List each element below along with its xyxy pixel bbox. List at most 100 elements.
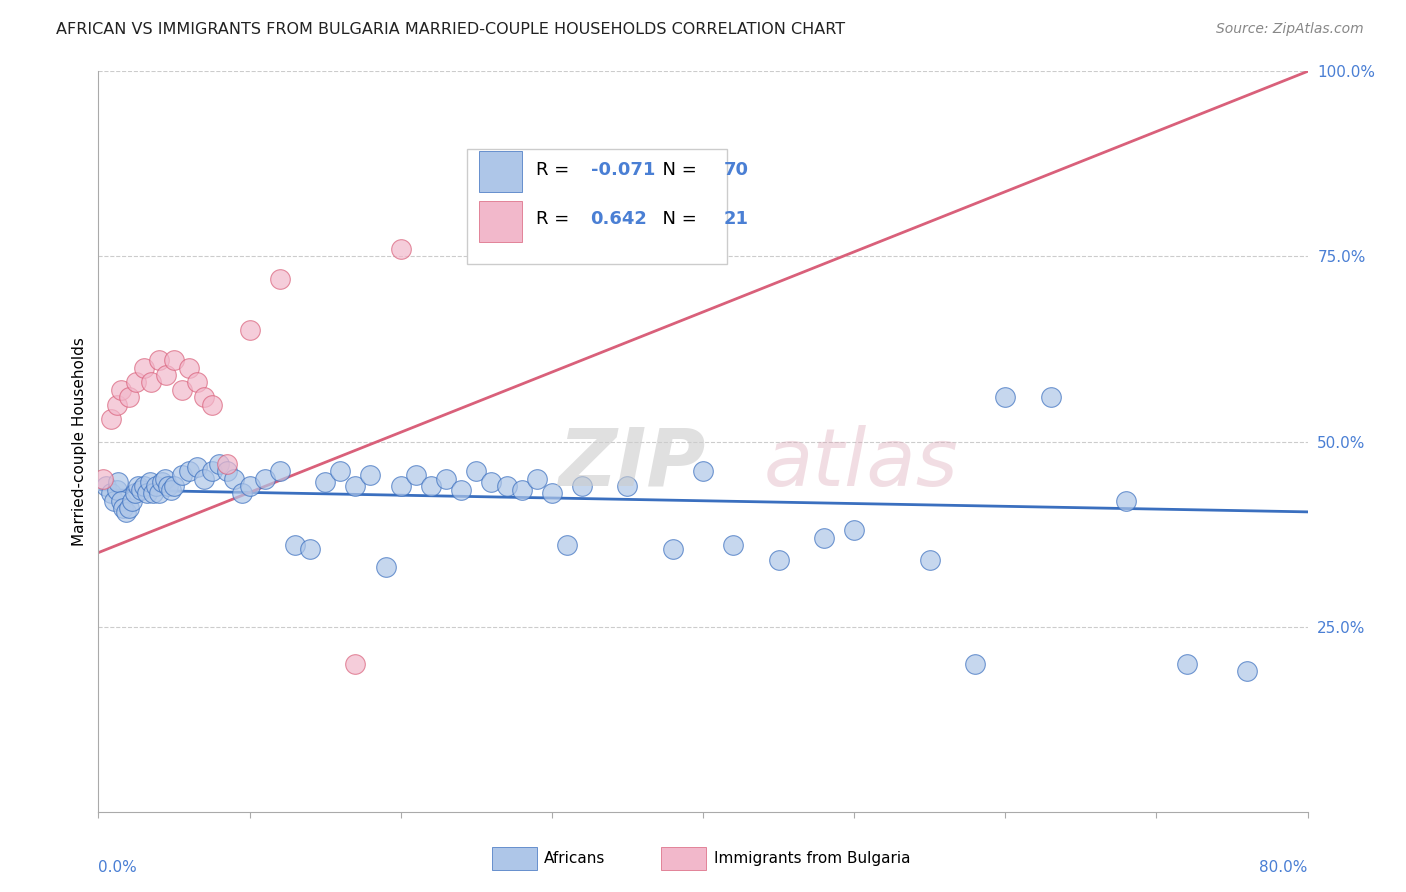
Point [1175, 657, 1198, 671]
Text: 21: 21 [724, 211, 748, 228]
FancyBboxPatch shape [479, 152, 522, 192]
Point [201, 464, 224, 478]
Point [118, 390, 141, 404]
Point [145, 479, 167, 493]
Text: 70: 70 [724, 161, 748, 178]
Point [299, 541, 322, 556]
Point [208, 457, 231, 471]
Point [107, 475, 129, 490]
Point [405, 467, 427, 482]
Point [141, 376, 163, 390]
Point [201, 398, 224, 412]
Point [110, 493, 132, 508]
Point [142, 486, 165, 500]
Text: R =: R = [536, 161, 575, 178]
Point [389, 242, 412, 256]
Point [768, 553, 790, 567]
Point [420, 479, 443, 493]
Point [103, 493, 125, 508]
Point [231, 486, 253, 500]
Point [253, 472, 276, 486]
Point [110, 383, 132, 397]
Point [215, 457, 238, 471]
Point [193, 472, 215, 486]
Text: 0.0%: 0.0% [98, 860, 138, 875]
Point [186, 460, 208, 475]
Point [118, 501, 141, 516]
Point [965, 657, 987, 671]
Point [239, 324, 262, 338]
Point [813, 531, 835, 545]
Point [186, 376, 208, 390]
Text: Source: ZipAtlas.com: Source: ZipAtlas.com [1216, 22, 1364, 37]
Point [105, 483, 128, 497]
Point [160, 483, 183, 497]
Point [1236, 664, 1258, 678]
Point [111, 501, 134, 516]
Point [150, 475, 173, 490]
Text: ZIP: ZIP [558, 425, 706, 503]
Point [434, 472, 457, 486]
Point [284, 538, 307, 552]
Point [156, 479, 179, 493]
Point [170, 467, 193, 482]
Point [481, 475, 503, 490]
Point [692, 464, 714, 478]
Point [193, 390, 215, 404]
Point [329, 464, 352, 478]
Point [616, 479, 638, 493]
Point [344, 657, 367, 671]
Point [139, 475, 162, 490]
Point [1039, 390, 1062, 404]
Point [510, 483, 533, 497]
Point [844, 524, 866, 538]
Text: N =: N = [651, 211, 703, 228]
Point [994, 390, 1017, 404]
Point [179, 464, 201, 478]
Point [465, 464, 488, 478]
Text: 0.642: 0.642 [591, 211, 647, 228]
Point [105, 398, 128, 412]
Text: Immigrants from Bulgaria: Immigrants from Bulgaria [714, 852, 911, 866]
Point [132, 360, 155, 375]
Point [661, 541, 683, 556]
Point [179, 360, 201, 375]
Point [124, 486, 146, 500]
Point [344, 479, 367, 493]
Point [269, 271, 291, 285]
Point [121, 493, 143, 508]
Point [450, 483, 472, 497]
Point [314, 475, 336, 490]
Point [153, 472, 176, 486]
Point [91, 472, 114, 486]
Text: Africans: Africans [544, 852, 606, 866]
Point [100, 412, 122, 426]
Point [239, 479, 262, 493]
Text: AFRICAN VS IMMIGRANTS FROM BULGARIA MARRIED-COUPLE HOUSEHOLDS CORRELATION CHART: AFRICAN VS IMMIGRANTS FROM BULGARIA MARR… [56, 22, 845, 37]
Point [170, 383, 193, 397]
Point [224, 472, 246, 486]
Point [495, 479, 517, 493]
Point [125, 376, 148, 390]
Text: N =: N = [651, 161, 703, 178]
Point [100, 486, 122, 500]
Text: -0.071: -0.071 [591, 161, 655, 178]
Point [360, 467, 382, 482]
FancyBboxPatch shape [467, 149, 727, 264]
Point [129, 483, 152, 497]
Point [540, 486, 562, 500]
Point [918, 553, 941, 567]
Point [127, 479, 149, 493]
Point [555, 538, 578, 552]
Point [163, 479, 186, 493]
Point [163, 353, 186, 368]
Point [389, 479, 412, 493]
Point [148, 353, 170, 368]
Point [155, 368, 177, 382]
Point [1115, 493, 1137, 508]
Point [374, 560, 396, 574]
Point [526, 472, 548, 486]
Point [135, 486, 157, 500]
Text: R =: R = [536, 211, 581, 228]
FancyBboxPatch shape [479, 201, 522, 242]
